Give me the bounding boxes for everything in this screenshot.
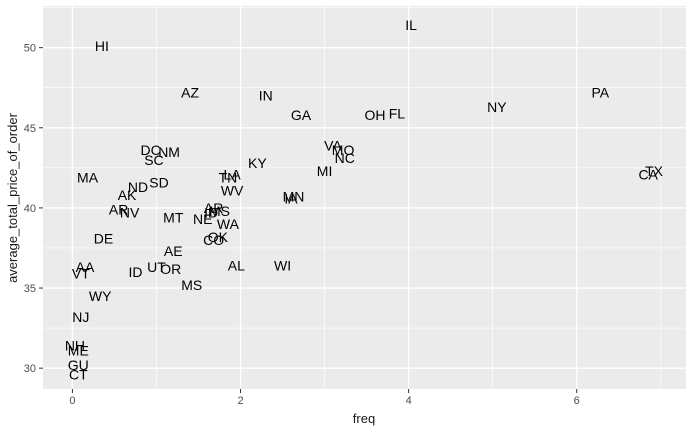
point-label-nv: NV xyxy=(120,205,140,221)
point-label-wa: WA xyxy=(217,216,240,232)
point-label-ne: NE xyxy=(193,211,212,227)
point-label-ca: CA xyxy=(638,166,658,182)
minor-gridlines xyxy=(43,6,686,389)
point-label-gu: GU xyxy=(68,357,89,373)
y-axis: 30 35 40 45 50 xyxy=(24,43,43,375)
point-label-az: AZ xyxy=(181,85,199,101)
point-label-in: IN xyxy=(259,88,273,104)
point-label-co: CO xyxy=(203,232,224,248)
point-label-ms: MS xyxy=(209,203,230,219)
x-axis-title: freq xyxy=(353,411,375,426)
point-label-ar: AR xyxy=(109,202,128,218)
y-tick-label: 45 xyxy=(24,123,36,135)
y-axis-title: average_total_price_of_order xyxy=(5,112,20,283)
point-label-nm: NM xyxy=(158,144,180,160)
point-label-va: VA xyxy=(324,137,342,153)
point-label-or: OR xyxy=(160,261,181,277)
point-label-mi: MI xyxy=(317,163,333,179)
point-label-vt: VT xyxy=(72,266,90,282)
y-tick-label: 30 xyxy=(24,363,36,375)
plot-panel xyxy=(43,6,686,389)
point-label-ct: CT xyxy=(69,367,88,383)
point-label-mt: MT xyxy=(163,210,184,226)
point-label-ok: OK xyxy=(208,229,229,245)
point-label-hi: HI xyxy=(95,38,109,54)
point-label-wy: WY xyxy=(89,288,112,304)
point-label-ae: AE xyxy=(164,243,183,259)
x-tick-label: 2 xyxy=(237,395,243,407)
point-label-dc: DC xyxy=(140,142,160,158)
major-gridlines xyxy=(43,6,686,389)
y-tick-label: 40 xyxy=(24,203,36,215)
point-label-de: DE xyxy=(94,230,113,246)
point-label-wv: WV xyxy=(221,182,244,198)
x-tick-label: 6 xyxy=(574,395,580,407)
point-label-ga: GA xyxy=(291,107,312,123)
point-label-id: ID xyxy=(128,264,142,280)
y-tick-label: 50 xyxy=(24,43,36,55)
point-label-id: ID xyxy=(204,205,218,221)
point-label-al: AL xyxy=(228,258,245,274)
point-label-ar: AR xyxy=(204,200,223,216)
point-label-me: ME xyxy=(68,343,89,359)
y-tick-label: 35 xyxy=(24,283,36,295)
point-label-aa: AA xyxy=(76,259,95,275)
point-label-ut: UT xyxy=(147,259,166,275)
point-label-mn: MN xyxy=(283,189,305,205)
point-label-ny: NY xyxy=(487,99,507,115)
point-label-nh: NH xyxy=(65,338,85,354)
point-label-la: LA xyxy=(224,166,242,182)
point-label-oh: OH xyxy=(365,107,386,123)
point-label-nc: NC xyxy=(335,150,355,166)
point-label-ma: MA xyxy=(77,169,99,185)
point-label-mo: MO xyxy=(332,142,355,158)
point-label-tx: TX xyxy=(645,163,664,179)
point-label-tn: TN xyxy=(219,169,238,185)
point-label-sd: SD xyxy=(149,174,168,190)
point-label-ia: IA xyxy=(284,190,298,206)
point-label-nj: NJ xyxy=(72,309,89,325)
point-label-ms: MS xyxy=(181,277,202,293)
x-tick-label: 0 xyxy=(69,395,75,407)
x-axis: 0 2 4 6 xyxy=(69,389,580,407)
point-label-sc: SC xyxy=(144,152,163,168)
point-label-wi: WI xyxy=(274,258,291,274)
point-label-pa: PA xyxy=(591,85,609,101)
point-label-fl: FL xyxy=(389,105,406,121)
x-tick-label: 4 xyxy=(406,395,412,407)
point-label-ky: KY xyxy=(248,155,267,171)
point-label-il: IL xyxy=(405,17,417,33)
point-label-nd: ND xyxy=(128,179,148,195)
point-label-ak: AK xyxy=(118,187,137,203)
